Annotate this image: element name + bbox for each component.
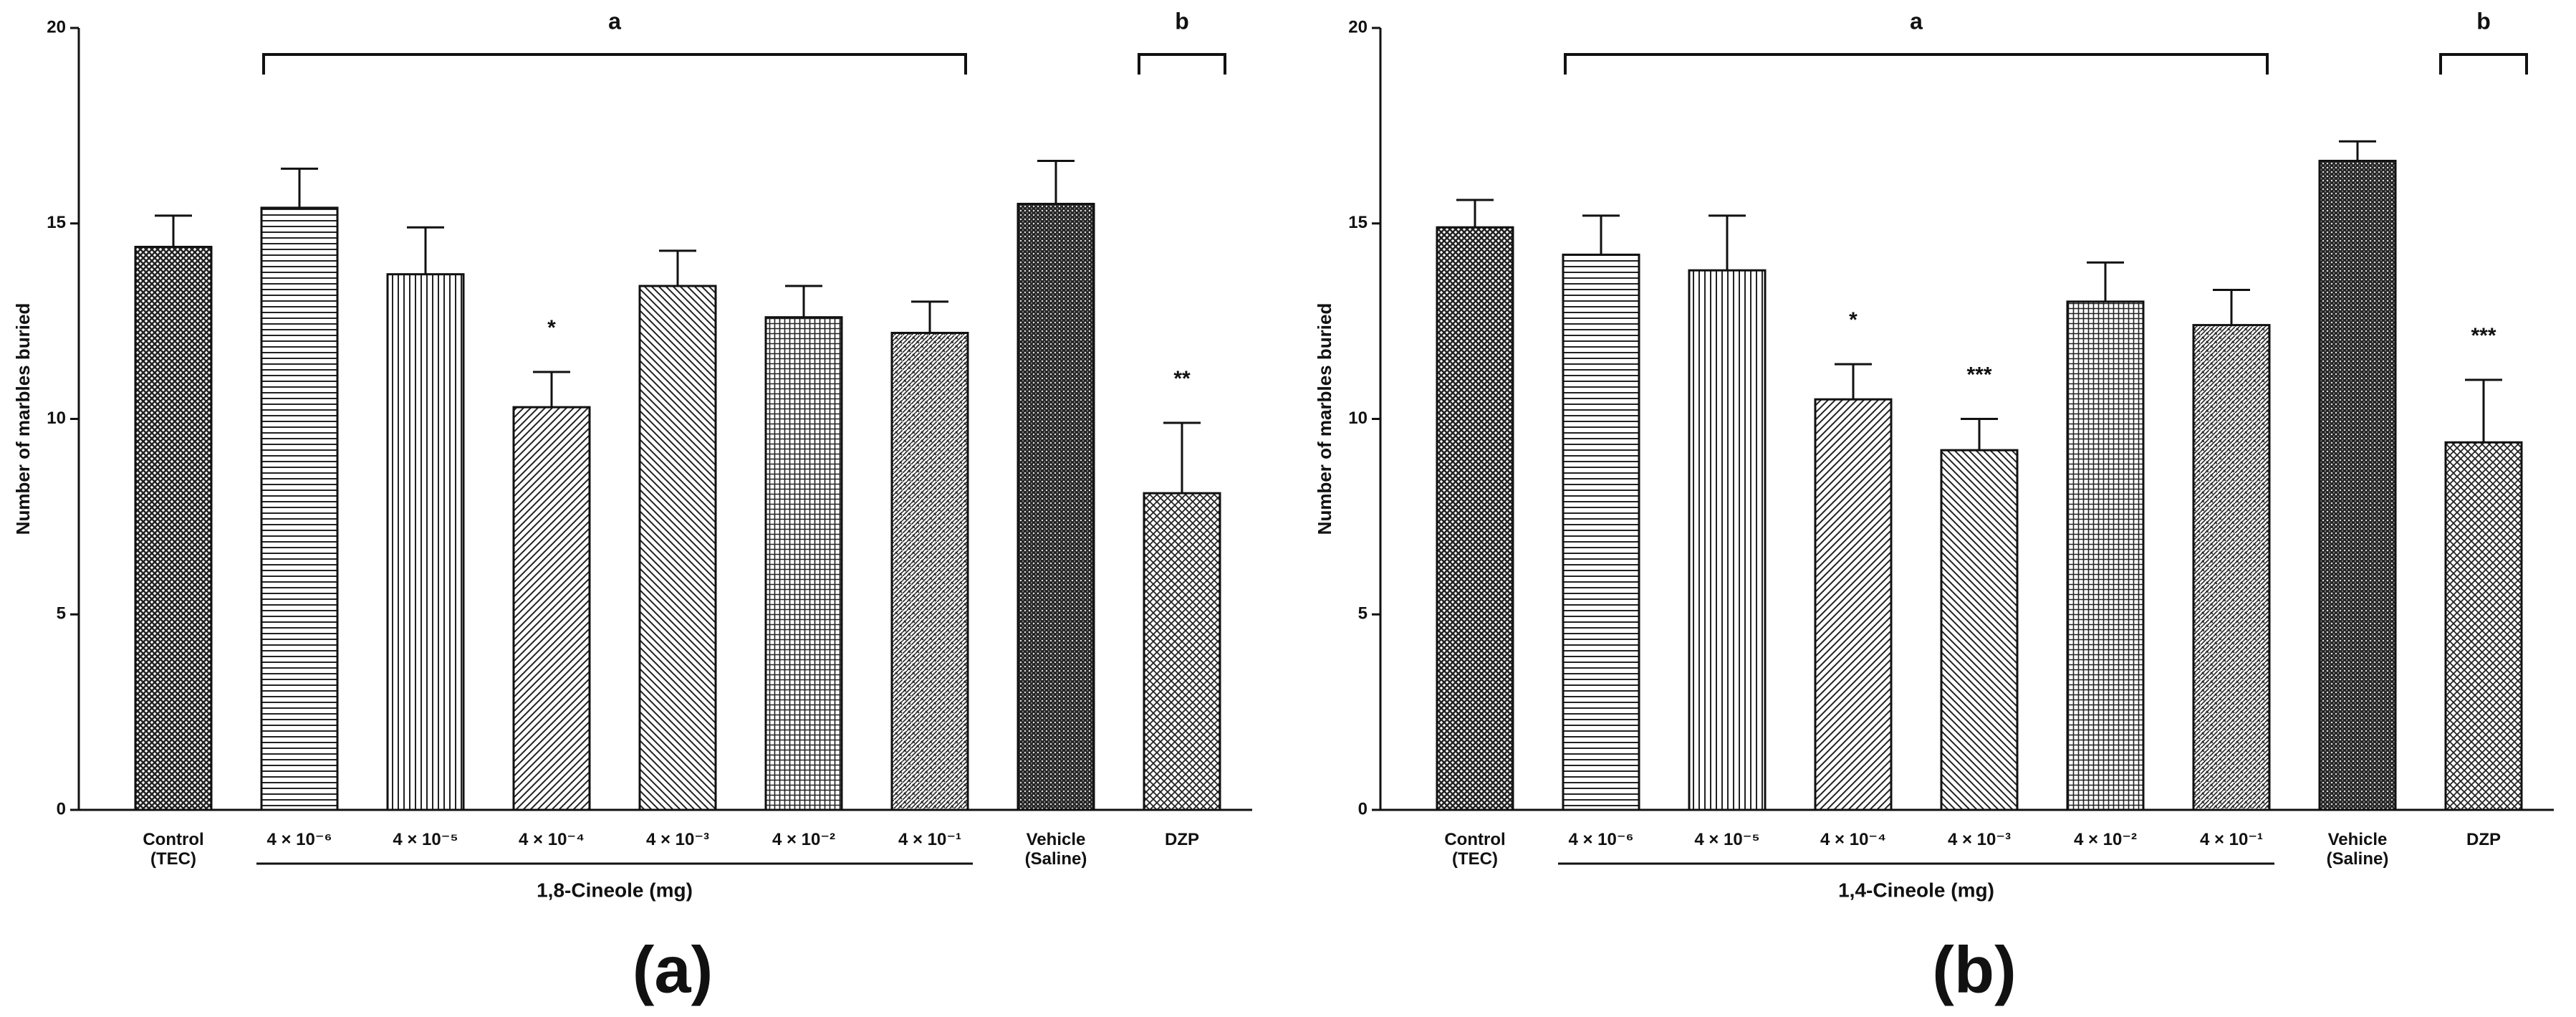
panel: 0 5 10 15 20 Number of marbles buried Control …	[12, 8, 1252, 1006]
x-tick-label: 4 × 10⁻⁵	[1694, 830, 1760, 849]
x-tick-label: 4 × 10⁻³	[1947, 830, 2012, 849]
y-axis-label: Number of marbles buried	[1314, 303, 1335, 535]
significance: **	[1173, 367, 1191, 391]
x-tick-box: 4 × 10⁻⁶	[266, 830, 332, 849]
bar	[2066, 300, 2145, 811]
y-tick-label: 0	[1358, 799, 1368, 818]
x-tick-box: Vehicle (Saline)	[1024, 830, 1087, 869]
group-label: 1,8-Cineole (mg)	[537, 879, 693, 901]
y-tick-label: 15	[47, 213, 66, 232]
bar	[638, 285, 717, 811]
bar	[2444, 441, 2523, 811]
bar	[764, 316, 843, 811]
x-tick-label: 4 × 10⁻²	[772, 830, 836, 849]
x-tick-label: Vehicle (Saline)	[2326, 830, 2389, 869]
x-tick-box: Control (TEC)	[1444, 830, 1506, 869]
panel-label: (b)	[1932, 933, 2016, 1006]
x-tick-box: 4 × 10⁻²	[772, 830, 836, 849]
panel-label: (a)	[633, 933, 713, 1006]
x-tick-box: DZP	[2466, 830, 2501, 849]
group-label: 1,4-Cineole (mg)	[1838, 879, 1994, 901]
y-tick-label: 15	[1348, 213, 1368, 232]
x-tick-box: 4 × 10⁻⁴	[1820, 830, 1886, 849]
x-tick-box: 4 × 10⁻¹	[898, 830, 962, 849]
x-tick-label: 4 × 10⁻²	[2073, 830, 2138, 849]
y-tick-label: 5	[57, 604, 66, 624]
bar	[1940, 449, 2019, 811]
bracket	[262, 53, 967, 75]
x-tick-label: 4 × 10⁻⁴	[1820, 830, 1886, 849]
x-tick-label: Control (TEC)	[143, 830, 204, 869]
x-tick-box: 4 × 10⁻⁵	[393, 830, 458, 849]
bar	[260, 206, 339, 811]
x-tick-label: 4 × 10⁻¹	[898, 830, 962, 849]
y-tick-label: 20	[1348, 17, 1368, 37]
x-tick-label: 4 × 10⁻⁶	[266, 830, 332, 849]
x-tick-label: DZP	[1165, 830, 1199, 849]
significance: ***	[2471, 324, 2496, 348]
bar	[890, 331, 969, 811]
bar	[2192, 324, 2271, 811]
x-tick-box: 4 × 10⁻¹	[2199, 830, 2264, 849]
panel: 0 5 10 15 20 Number of marbles buried Control …	[1314, 8, 2554, 1006]
x-tick-label: Vehicle (Saline)	[1024, 830, 1087, 869]
bar	[1017, 202, 1095, 811]
x-tick-box: Control (TEC)	[143, 830, 204, 869]
y-tick-label: 0	[57, 799, 66, 818]
x-tick-label: 4 × 10⁻⁶	[1568, 830, 1634, 849]
bracket-label: a	[608, 8, 621, 34]
bar	[2318, 159, 2397, 811]
bracket-label: b	[2476, 8, 2491, 34]
x-tick-box: 4 × 10⁻⁶	[1568, 830, 1634, 849]
bar	[134, 245, 213, 811]
x-tick-box: DZP	[1165, 830, 1199, 849]
bar	[1814, 398, 1893, 811]
x-tick-box: Vehicle (Saline)	[2326, 830, 2389, 869]
bar	[1562, 253, 1640, 811]
bracket-label: b	[1175, 8, 1189, 34]
significance: *	[1849, 308, 1857, 332]
significance: ***	[1966, 363, 1991, 386]
y-tick-label: 10	[1348, 409, 1368, 428]
x-tick-label: 4 × 10⁻⁵	[393, 830, 458, 849]
y-tick-label: 10	[47, 409, 66, 428]
y-tick-label: 20	[47, 17, 66, 37]
x-tick-box: 4 × 10⁻²	[2073, 830, 2138, 849]
x-tick-box: 4 × 10⁻⁵	[1694, 830, 1760, 849]
bracket-label: a	[1910, 8, 1923, 34]
bracket	[1564, 53, 2269, 75]
bracket	[1138, 53, 1226, 75]
x-tick-label: DZP	[2466, 830, 2501, 849]
y-axis-label: Number of marbles buried	[12, 303, 34, 535]
y-tick-label: 5	[1358, 604, 1368, 624]
x-tick-box: 4 × 10⁻³	[645, 830, 710, 849]
x-tick-label: 4 × 10⁻³	[645, 830, 710, 849]
bar	[1688, 269, 1767, 811]
significance: *	[547, 316, 556, 340]
bar	[1143, 492, 1221, 811]
bracket	[2439, 53, 2528, 75]
bar	[1436, 226, 1514, 811]
bar	[386, 273, 465, 811]
x-tick-label: Control (TEC)	[1444, 830, 1506, 869]
x-tick-label: 4 × 10⁻¹	[2199, 830, 2264, 849]
bar	[512, 406, 591, 811]
x-tick-box: 4 × 10⁻⁴	[519, 830, 585, 849]
x-tick-label: 4 × 10⁻⁴	[519, 830, 585, 849]
x-tick-box: 4 × 10⁻³	[1947, 830, 2012, 849]
